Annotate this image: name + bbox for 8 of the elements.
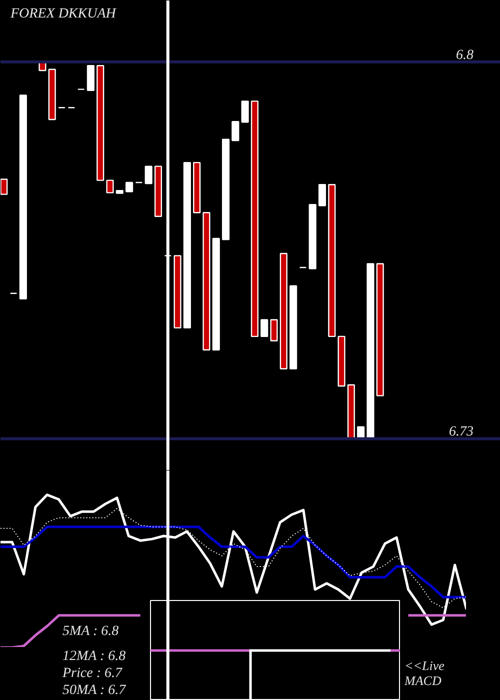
ref-line-label: 6.8 [456, 48, 474, 63]
chart-title: FOREX DKKUAH [10, 6, 117, 22]
text: 12MA : 6.8 [62, 649, 126, 664]
text: <<Live MACD [404, 658, 445, 688]
text: 50MA : 6.7 [62, 683, 127, 698]
ref-line-label: 6.73 [449, 424, 474, 440]
text: Price : 6.7 [62, 666, 123, 681]
annotation: 5MA : 6.8 [62, 624, 119, 639]
